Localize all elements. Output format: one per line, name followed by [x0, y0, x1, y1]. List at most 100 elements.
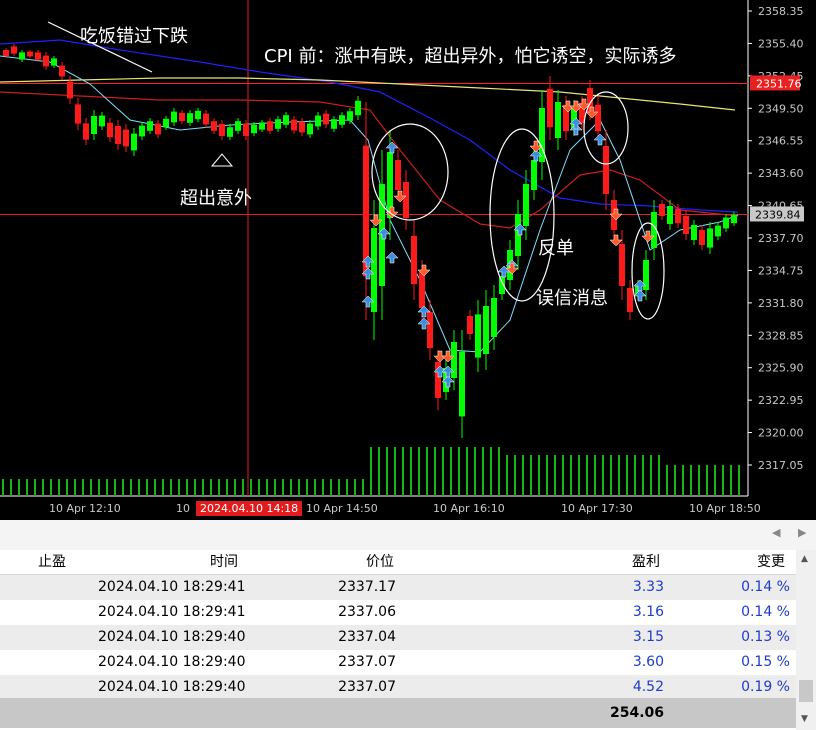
buy-arrow-icon — [497, 265, 511, 278]
volume-bar — [538, 455, 540, 495]
volume-bar — [522, 455, 524, 495]
buy-arrow-icon — [569, 123, 583, 136]
price-tick-label: 2334.75 — [758, 264, 804, 277]
trade-history-panel: ◀ ▶ 止盈 时间 价位 盈利 变更 2024.04.10 18:29:41 23… — [0, 520, 816, 730]
scroll-right-icon[interactable]: ▶ — [798, 526, 807, 539]
candle-body — [419, 272, 425, 308]
volume-bar — [658, 455, 660, 495]
candle-body — [371, 228, 377, 312]
candle-body — [675, 208, 681, 224]
volume-bar — [474, 447, 476, 495]
candle-body — [187, 113, 193, 123]
volume-bar — [610, 455, 612, 495]
col-price[interactable]: 价位 — [366, 554, 394, 570]
volume-bar — [498, 447, 500, 495]
volume-bar — [74, 479, 76, 495]
scroll-up-icon[interactable]: ▲ — [801, 554, 808, 564]
candle-body — [387, 152, 393, 218]
price-tick-label: 2346.55 — [758, 135, 804, 148]
buy-arrow-icon — [529, 149, 543, 162]
candle-body — [3, 50, 9, 56]
candle-body — [139, 125, 145, 137]
cell-price: 2337.06 — [338, 604, 396, 620]
candle-body — [555, 102, 561, 138]
alert-price-label: 2351.76 — [756, 77, 802, 90]
current-price-tag — [750, 206, 804, 222]
candle-body — [91, 116, 97, 134]
volume-bar — [554, 455, 556, 495]
sell-arrow-icon — [417, 264, 431, 277]
cell-change: 0.19 % — [741, 679, 790, 695]
time-label: 10 Apr 17:30 — [561, 502, 633, 515]
volume-bar — [394, 447, 396, 495]
cell-time: 2024.04.10 18:29:41 — [98, 579, 246, 595]
table-row[interactable]: 2024.04.10 18:29:40 2337.07 3.60 0.15 % — [0, 650, 796, 676]
candle-body — [395, 160, 401, 190]
price-chart[interactable]: 2358.352355.402352.452349.502346.552343.… — [0, 0, 816, 520]
volume-bar — [82, 479, 84, 495]
col-time[interactable]: 时间 — [210, 554, 238, 570]
buy-arrow-icon — [593, 133, 607, 146]
sell-arrow-icon — [393, 190, 407, 203]
vertical-scrollbar[interactable]: ▲ ▼ — [796, 550, 816, 730]
volume-bar — [426, 447, 428, 495]
volume-bar — [738, 465, 740, 495]
candle-body — [499, 276, 505, 294]
scroll-thumb[interactable] — [799, 680, 813, 702]
volume-bar — [42, 479, 44, 495]
col-take-profit[interactable]: 止盈 — [38, 554, 66, 570]
time-label: 10 Apr 12:10 — [49, 502, 121, 515]
volume-bar — [602, 455, 604, 495]
candle-body — [483, 306, 489, 354]
candle-body — [99, 115, 105, 127]
candle-body — [251, 124, 257, 134]
volume-bar — [578, 455, 580, 495]
cell-change: 0.14 % — [741, 579, 790, 595]
volume-bar — [250, 479, 252, 495]
annotation-false-news: 误信消息 — [536, 288, 608, 309]
time-label: 10 Apr 16:10 — [433, 502, 505, 515]
candle-body — [491, 298, 497, 337]
candle-body — [27, 51, 33, 57]
cell-change: 0.15 % — [741, 654, 790, 670]
chart-canvas[interactable]: 2358.352355.402352.452349.502346.552343.… — [0, 0, 816, 520]
cell-price: 2337.04 — [338, 629, 396, 645]
col-change[interactable]: 变更 — [757, 554, 785, 570]
candle-body — [659, 204, 665, 216]
volume-bar — [586, 455, 588, 495]
volume-bar — [690, 465, 692, 495]
scroll-down-icon[interactable]: ▼ — [801, 714, 808, 724]
buy-arrow-icon — [417, 317, 431, 330]
table-row[interactable]: 2024.04.10 18:29:40 2337.07 4.52 0.19 % — [0, 675, 796, 701]
candle-body — [59, 65, 65, 77]
volume-bar — [346, 479, 348, 495]
buy-arrow-icon — [513, 223, 527, 236]
time-label: 10 — [176, 502, 190, 515]
table-row[interactable]: 2024.04.10 18:29:41 2337.06 3.16 0.14 % — [0, 600, 796, 626]
volume-bar — [386, 447, 388, 495]
volume-bar — [162, 479, 164, 495]
volume-bar — [194, 479, 196, 495]
table-row[interactable]: 2024.04.10 18:29:41 2337.17 3.33 0.14 % — [0, 575, 796, 601]
table-row[interactable]: 2024.04.10 18:29:40 2337.04 3.15 0.13 % — [0, 625, 796, 651]
price-tick-label: 2358.35 — [758, 5, 804, 18]
col-profit[interactable]: 盈利 — [632, 554, 660, 570]
highlight-ellipse — [631, 222, 665, 320]
volume-bar — [466, 447, 468, 495]
volume-bar — [322, 479, 324, 495]
scroll-left-icon[interactable]: ◀ — [772, 526, 781, 539]
buy-arrow-icon — [361, 295, 375, 308]
volume-bar — [114, 479, 116, 495]
horizontal-scrollbar[interactable]: ◀ ▶ — [0, 520, 816, 551]
cell-change: 0.14 % — [741, 604, 790, 620]
volume-bar — [634, 455, 636, 495]
candle-body — [667, 206, 673, 224]
volume-bar — [378, 447, 380, 495]
volume-bar — [490, 447, 492, 495]
candle-body — [523, 184, 529, 226]
candle-body — [179, 112, 185, 122]
volume-bar — [314, 479, 316, 495]
volume-bar — [514, 455, 516, 495]
volume-bar — [226, 479, 228, 495]
volume-bar — [106, 479, 108, 495]
